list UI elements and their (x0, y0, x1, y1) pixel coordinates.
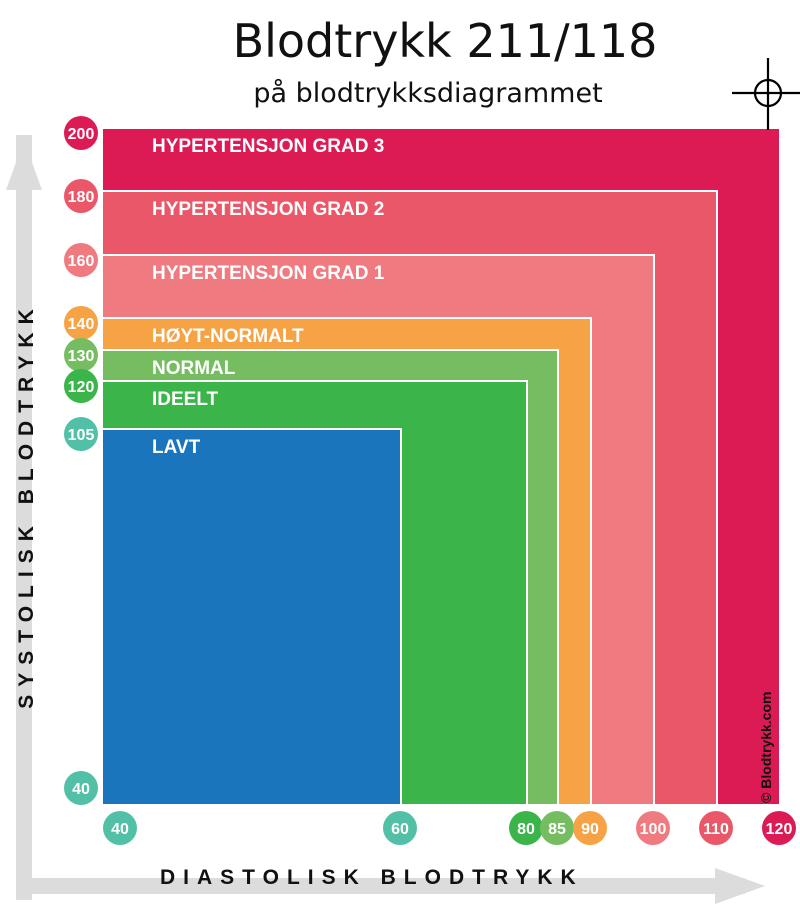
y-tick-label-180: 180 (68, 189, 95, 206)
zone-label-hypertensjon-grad-2: HYPERTENSJON GRAD 2 (152, 199, 384, 220)
zone-label-ideelt: IDEELT (152, 389, 219, 410)
crosshair-icon (732, 58, 800, 130)
y-tick-badge-160 (64, 243, 98, 277)
zone-label-hypertensjon-grad-3: HYPERTENSJON GRAD 3 (152, 136, 384, 157)
x-tick-label-80: 80 (517, 821, 535, 838)
axis-arrows (6, 135, 765, 904)
x-tick-label-110: 110 (703, 821, 729, 838)
y-ticks-layer: 200 180 160 140 130 120 105 40 (64, 116, 98, 805)
zone-lavt (101, 428, 402, 806)
x-tick-badge-40 (103, 811, 137, 845)
x-axis-arrowhead (715, 868, 765, 904)
y-tick-badge-200 (64, 116, 98, 150)
zone-label-hoyt-normalt: HØYT-NORMALT (152, 326, 304, 347)
y-tick-badge-140 (64, 306, 98, 340)
y-tick-label-120: 120 (68, 379, 95, 396)
x-tick-badge-80 (509, 811, 543, 845)
x-tick-label-85: 85 (548, 821, 566, 838)
y-tick-badge-105 (64, 417, 98, 451)
x-tick-label-100: 100 (640, 821, 667, 838)
y-tick-label-130: 130 (68, 348, 95, 365)
x-tick-label-90: 90 (581, 821, 599, 838)
y-tick-label-105: 105 (68, 427, 95, 444)
y-tick-label-200: 200 (68, 126, 95, 143)
zone-label-hypertensjon-grad-1: HYPERTENSJON GRAD 1 (152, 263, 385, 284)
y-tick-label-40: 40 (72, 781, 90, 798)
y-axis-label: SYSTOLISK BLODTRYKK (15, 301, 38, 709)
x-tick-label-60: 60 (391, 821, 409, 838)
x-tick-badge-60 (383, 811, 417, 845)
y-tick-label-160: 160 (68, 253, 95, 270)
x-tick-badge-90 (573, 811, 607, 845)
y-tick-badge-120 (64, 369, 98, 403)
zone-label-normal: NORMAL (152, 358, 236, 379)
x-tick-badge-110 (699, 811, 733, 845)
x-ticks-layer: 40 60 80 85 90 100 110 120 (103, 811, 796, 845)
x-tick-badge-120 (762, 811, 796, 845)
x-tick-badge-100 (636, 811, 670, 845)
y-tick-badge-130 (64, 338, 98, 372)
y-tick-badge-180 (64, 179, 98, 213)
x-tick-label-40: 40 (111, 821, 129, 838)
y-tick-label-140: 140 (68, 316, 95, 333)
zones-layer: HYPERTENSJON GRAD 3 HYPERTENSJON GRAD 2 HY… (101, 127, 781, 806)
x-tick-label-120: 120 (766, 821, 793, 838)
chart-title: Blodtrykk 211/118 (232, 14, 658, 68)
chart-subtitle: på blodtrykksdiagrammet (253, 78, 603, 109)
credit-text: © Blodtrykk.com (758, 692, 774, 803)
x-axis-label: DIASTOLISK BLODTRYKK (160, 866, 584, 889)
x-tick-badge-85 (540, 811, 574, 845)
y-tick-badge-40 (64, 771, 98, 805)
zone-label-lavt: LAVT (152, 437, 201, 458)
y-axis-arrowhead (6, 140, 42, 190)
